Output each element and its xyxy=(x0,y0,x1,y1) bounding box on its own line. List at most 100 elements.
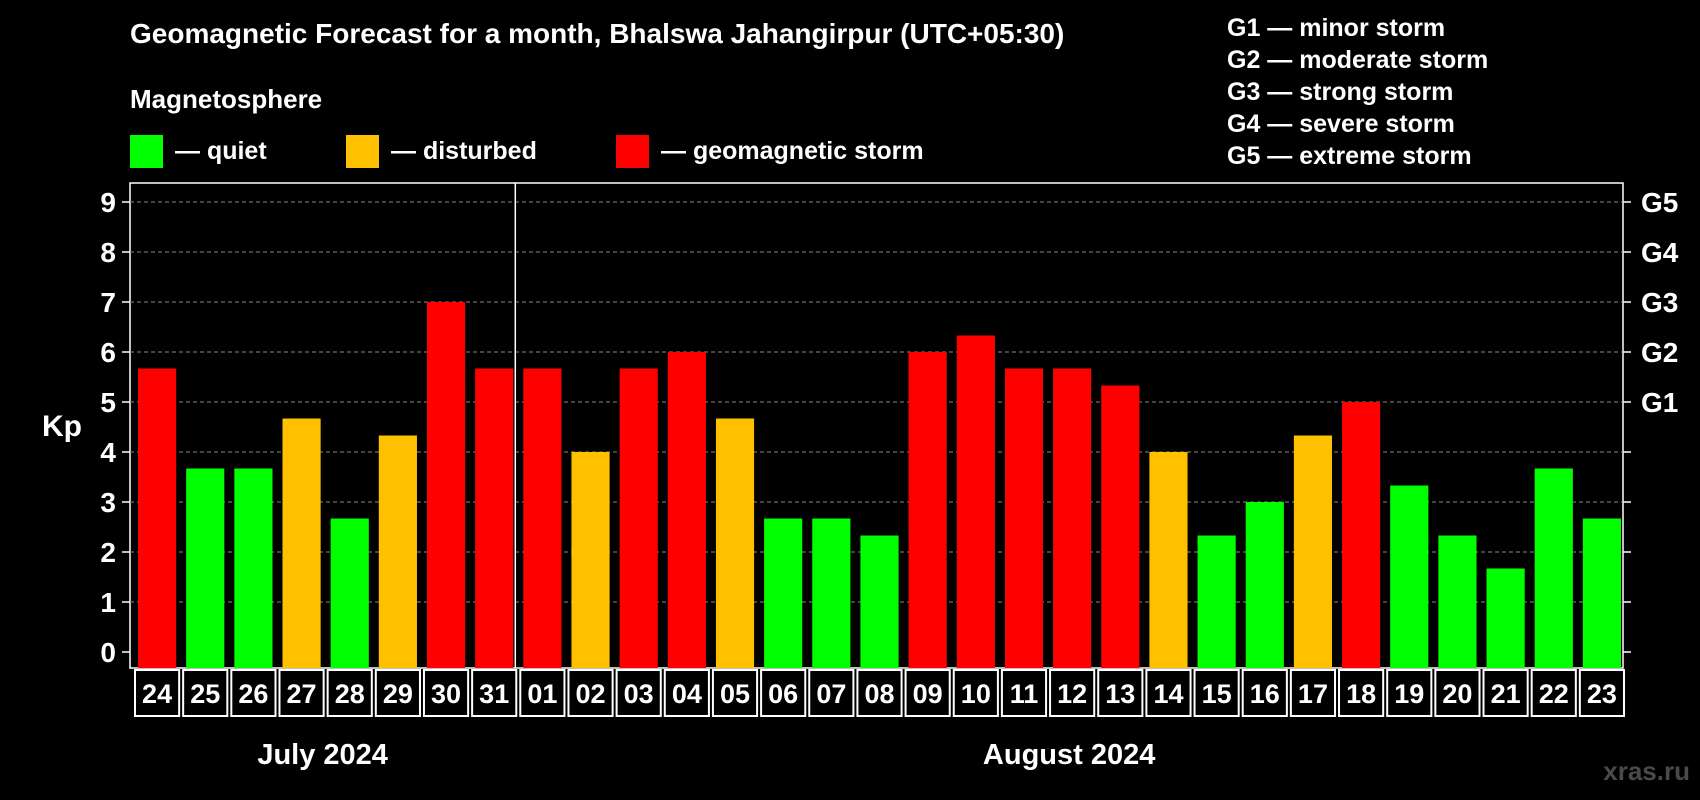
bar-07 xyxy=(812,518,851,668)
legend-label-disturbed: — disturbed xyxy=(391,136,537,165)
bar-29 xyxy=(378,435,417,668)
date-cell xyxy=(1578,669,1626,717)
bar-14 xyxy=(1149,452,1188,668)
right-axis-label-g3: G3 xyxy=(1641,287,1678,318)
legend-item-disturbed: — disturbed xyxy=(346,134,537,168)
bar-30 xyxy=(426,302,466,668)
month-label-august: August 2024 xyxy=(983,739,1155,771)
storm-scale-g2: G2 — moderate storm xyxy=(1227,46,1489,74)
date-cell xyxy=(808,669,855,717)
x-tick-label: 25 xyxy=(190,679,220,709)
bar-21 xyxy=(1486,568,1525,668)
bar-17 xyxy=(1293,435,1333,668)
x-tick-label: 19 xyxy=(1394,679,1424,709)
x-tick-label: 11 xyxy=(1010,679,1039,709)
bar-02 xyxy=(571,452,610,668)
bar-15 xyxy=(1197,535,1236,668)
x-tick-label: 26 xyxy=(238,679,268,709)
x-tick-label: 27 xyxy=(287,679,317,709)
legend-swatch-quiet xyxy=(130,134,163,168)
bar-28 xyxy=(330,518,369,668)
x-tick-label: 13 xyxy=(1105,679,1135,709)
date-cell xyxy=(1386,669,1433,717)
legend-label-storm: — geomagnetic storm xyxy=(661,136,924,165)
bar-05 xyxy=(715,418,755,668)
x-tick-label: 21 xyxy=(1491,679,1521,709)
storm-scale-legend: G1 — minor storm G2 — moderate storm G3 … xyxy=(1227,12,1488,172)
y-tick-label: 5 xyxy=(100,387,116,418)
month-label-july: July 2024 xyxy=(257,739,388,771)
date-cell xyxy=(1338,669,1385,717)
storm-scale-g3: G3 — strong storm xyxy=(1227,78,1454,106)
bar-11 xyxy=(1004,368,1044,668)
bar-20 xyxy=(1438,535,1477,668)
x-tick-label: 18 xyxy=(1346,679,1376,709)
date-cell xyxy=(1241,669,1288,717)
date-cell xyxy=(1530,669,1577,717)
bar-24 xyxy=(138,368,177,668)
date-cell xyxy=(182,669,229,717)
x-tick-label: 02 xyxy=(576,679,606,709)
date-cell xyxy=(134,669,181,717)
y-tick-label: 8 xyxy=(100,237,116,268)
bar-08 xyxy=(860,535,899,668)
date-cell xyxy=(422,669,470,717)
y-tick-label: 2 xyxy=(100,537,116,568)
x-tick-label: 23 xyxy=(1587,679,1617,709)
x-tick-label: 30 xyxy=(431,679,461,709)
legend-swatch-disturbed xyxy=(346,134,379,168)
x-tick-label: 06 xyxy=(768,679,798,709)
legend-item-quiet: — quiet xyxy=(130,134,267,168)
x-tick-label: 05 xyxy=(720,679,750,709)
date-cell xyxy=(856,669,903,717)
date-cell xyxy=(615,669,662,717)
chart-title: Geomagnetic Forecast for a month, Bhalsw… xyxy=(130,18,1065,49)
y-axis-title: Kp xyxy=(42,410,82,443)
bar-23 xyxy=(1582,518,1621,668)
bar-31 xyxy=(475,368,514,668)
x-tick-label: 15 xyxy=(1202,679,1232,709)
date-cell xyxy=(567,669,614,717)
date-cell xyxy=(326,669,373,717)
y-tick-label: 3 xyxy=(100,487,116,518)
watermark: xras.ru xyxy=(1603,756,1690,786)
date-cell xyxy=(760,669,807,717)
x-tick-label: 03 xyxy=(624,679,654,709)
bar-16 xyxy=(1245,502,1284,668)
x-tick-label: 16 xyxy=(1250,679,1280,709)
bar-13 xyxy=(1101,385,1140,668)
storm-scale-g1: G1 — minor storm xyxy=(1227,14,1446,42)
x-tick-label: 09 xyxy=(913,679,943,709)
storm-scale-g5: G5 — extreme storm xyxy=(1227,142,1472,170)
x-tick-label: 28 xyxy=(335,679,365,709)
x-tick-label: 22 xyxy=(1539,679,1569,709)
bar-06 xyxy=(764,518,803,668)
bar-22 xyxy=(1534,468,1573,668)
date-cell xyxy=(1049,669,1096,717)
y-tick-label: 1 xyxy=(100,587,116,618)
date-cell xyxy=(519,669,566,717)
x-tick-label: 29 xyxy=(383,679,413,709)
right-axis-label-g4: G4 xyxy=(1641,237,1679,268)
x-tick-label: 31 xyxy=(479,679,509,709)
x-tick-label: 14 xyxy=(1153,679,1183,709)
x-tick-label: 07 xyxy=(816,679,846,709)
date-cell xyxy=(1145,669,1192,717)
right-axis-label-g2: G2 xyxy=(1641,337,1678,368)
bar-26 xyxy=(234,468,273,668)
legend-heading: Magnetosphere xyxy=(130,84,323,114)
date-cell xyxy=(230,669,277,717)
date-cell xyxy=(952,669,999,717)
date-cell xyxy=(711,669,759,717)
y-tick-label: 7 xyxy=(100,287,116,318)
x-tick-label: 17 xyxy=(1298,679,1328,709)
date-cell xyxy=(1193,669,1240,717)
bar-19 xyxy=(1390,485,1429,668)
right-axis-label-g5: G5 xyxy=(1641,187,1678,218)
date-cell xyxy=(374,669,421,717)
x-tick-label: 01 xyxy=(527,679,557,709)
right-axis-label-g1: G1 xyxy=(1641,387,1678,418)
date-cell xyxy=(904,669,951,717)
y-tick-label: 6 xyxy=(100,337,116,368)
